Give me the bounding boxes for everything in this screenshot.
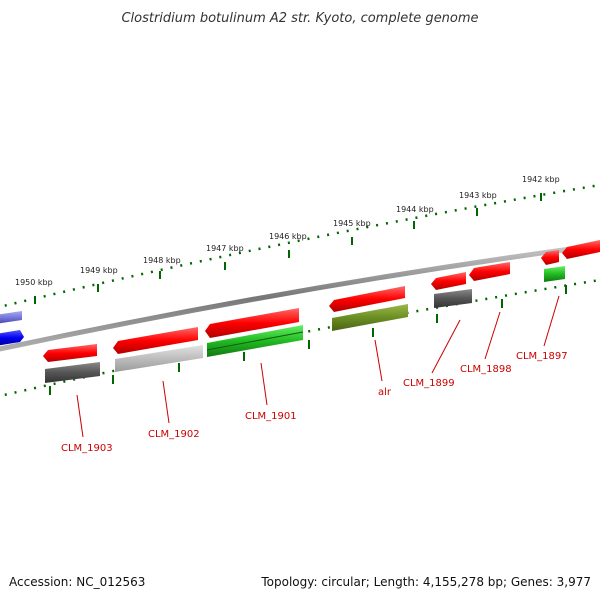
tick-label: 1949 kbp (80, 266, 118, 275)
outer-major-ticks (34, 193, 542, 304)
gene-label[interactable]: alr (378, 387, 392, 398)
outer-gene-track (0, 240, 600, 362)
tick-label: 1948 kbp (143, 256, 181, 265)
gene-arrow[interactable] (329, 286, 405, 312)
gene-box[interactable] (434, 289, 472, 308)
gene-label[interactable]: CLM_1903 (61, 443, 113, 454)
tick-label: 1946 kbp (269, 232, 307, 241)
gene-divider (206, 331, 304, 351)
gene-box[interactable] (45, 362, 100, 383)
leader-line (374, 339, 383, 382)
gene-arrow[interactable] (113, 327, 198, 354)
gene-label[interactable]: CLM_1897 (516, 351, 568, 362)
leader-line (260, 362, 268, 406)
outer-tick-ring (0, 183, 600, 309)
gene-arrow[interactable] (469, 262, 510, 281)
gene-arrow[interactable] (541, 250, 559, 265)
gene-arrow[interactable] (205, 308, 299, 338)
leader-line (484, 311, 501, 360)
gene-label[interactable]: CLM_1901 (245, 411, 297, 422)
gene-box[interactable] (544, 266, 565, 282)
inner-major-ticks (49, 285, 567, 395)
genome-backbone (0, 242, 600, 352)
topology-text: Topology: circular; Length: 4,155,278 bp… (260, 575, 591, 589)
leader-line (431, 319, 461, 374)
gene-box[interactable] (115, 345, 203, 372)
gene-arrow[interactable] (562, 240, 600, 259)
map-title: Clostridium botulinum A2 str. Kyoto, com… (121, 11, 478, 26)
tick-label: 1950 kbp (15, 278, 53, 287)
gene-arrow[interactable] (0, 311, 22, 324)
inner-gene-track (45, 266, 565, 383)
accession-text: Accession: NC_012563 (9, 575, 145, 589)
gene-label[interactable]: CLM_1899 (403, 378, 455, 389)
gene-arrow[interactable] (431, 272, 466, 290)
tick-label: 1947 kbp (206, 244, 244, 253)
leader-line (162, 380, 170, 424)
leader-line (76, 394, 84, 438)
tick-label: 1944 kbp (396, 205, 434, 214)
leader-line (543, 295, 560, 347)
tick-label: 1943 kbp (459, 191, 497, 200)
gene-arrow[interactable] (43, 344, 97, 362)
tick-label: 1945 kbp (333, 219, 371, 228)
gene-label[interactable]: CLM_1898 (460, 364, 512, 375)
gene-arrow[interactable] (0, 330, 24, 346)
gene-label[interactable]: CLM_1902 (148, 429, 200, 440)
tick-label: 1942 kbp (522, 175, 560, 184)
gene-box[interactable] (332, 304, 408, 331)
gene-leader-lines (76, 295, 560, 438)
